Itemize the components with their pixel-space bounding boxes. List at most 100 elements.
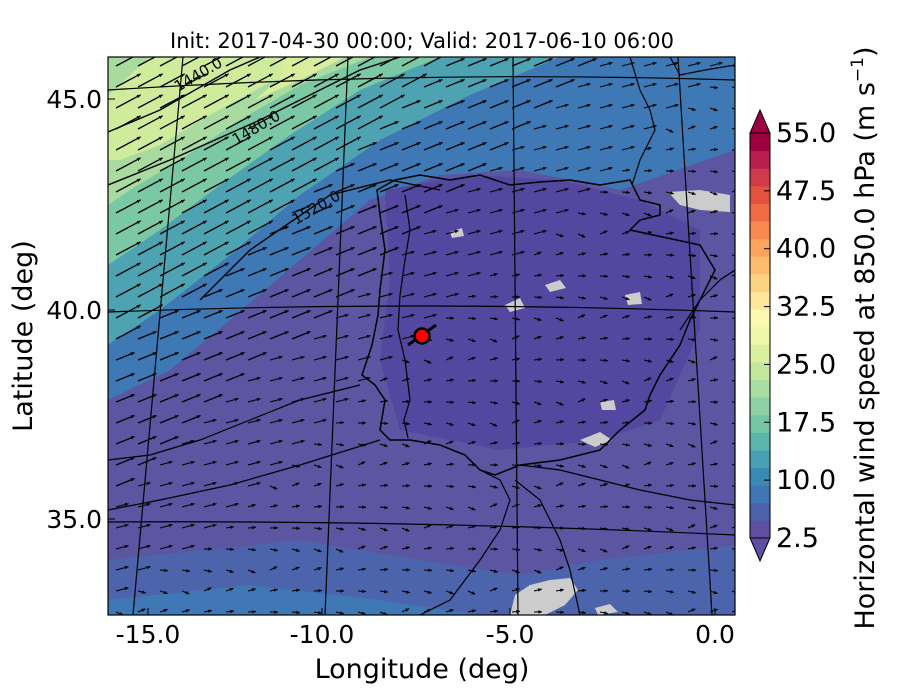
- wind-arrow-head: [256, 481, 261, 486]
- wind-arrow-head: [736, 525, 740, 528]
- wind-arrow-head: [202, 199, 207, 204]
- wind-arrow-head: [520, 208, 525, 213]
- wind-arrow-head: [224, 220, 229, 225]
- wind-arrow-head: [234, 439, 239, 444]
- wind-arrow-head: [515, 401, 520, 405]
- wind-arrow: [137, 178, 164, 193]
- wind-arrow-head: [582, 610, 586, 615]
- wind-arrow-head: [586, 145, 591, 150]
- wind-arrow-head: [538, 548, 542, 552]
- wind-arrow-head: [582, 504, 586, 509]
- y-tick-label: 40.0: [46, 296, 102, 325]
- wind-arrow-head: [130, 373, 135, 377]
- wind-arrow: [731, 442, 735, 445]
- wind-arrow-head: [256, 397, 261, 402]
- wind-arrow: [159, 115, 186, 130]
- wind-arrow-head: [136, 199, 141, 204]
- wind-arrow-head: [581, 464, 586, 468]
- wind-arrow-head: [268, 94, 273, 99]
- wind-arrow-head: [516, 379, 520, 383]
- colorbar-segment: [750, 309, 770, 328]
- wind-arrow: [731, 548, 735, 550]
- wind-arrow-head: [592, 58, 597, 62]
- wind-arrow-head: [405, 546, 410, 550]
- wind-arrow-head: [410, 313, 415, 318]
- wind-arrow-head: [196, 373, 201, 377]
- wind-arrow: [731, 107, 735, 110]
- wind-arrow-head: [268, 136, 273, 141]
- wind-arrow-head: [202, 157, 207, 162]
- wind-arrow-head: [669, 293, 674, 297]
- wind-arrow: [731, 464, 735, 466]
- wind-arrow-head: [428, 546, 432, 550]
- wind-arrow: [137, 94, 164, 109]
- wind-arrow-head: [394, 184, 399, 188]
- wind-arrow-head: [472, 547, 476, 551]
- wind-arrow-head: [713, 506, 718, 510]
- wind-arrow-head: [136, 241, 141, 246]
- wind-arrow-head: [476, 271, 481, 276]
- wind-arrow-head: [234, 418, 239, 423]
- wind-arrow-head: [714, 568, 718, 573]
- wind-arrow-head: [306, 310, 311, 314]
- wind-arrow-head: [559, 402, 564, 406]
- wind-arrow-head: [714, 400, 718, 404]
- wind-arrow-head: [669, 612, 674, 615]
- colorbar-segment: [750, 221, 770, 240]
- wind-arrow-head: [670, 253, 674, 257]
- wind-arrow-head: [180, 157, 185, 162]
- wind-arrow-head: [180, 199, 185, 204]
- wind-arrow: [225, 178, 252, 193]
- colorbar-segment: [750, 291, 770, 310]
- wind-arrow-head: [174, 394, 179, 398]
- wind-arrow-head: [278, 355, 283, 360]
- wind-arrow-head: [328, 310, 333, 314]
- wind-arrow-head: [559, 233, 564, 238]
- wind-arrow-head: [284, 268, 289, 272]
- wind-arrow-head: [136, 157, 141, 162]
- wind-arrow: [247, 115, 274, 130]
- graticule-lat-35: [108, 521, 735, 536]
- wind-arrow-head: [202, 73, 207, 78]
- iberia-coastline: [361, 174, 716, 476]
- wind-arrow-head: [498, 187, 503, 192]
- wind-arrow-head: [604, 504, 608, 509]
- wind-arrow-head: [537, 335, 542, 340]
- wind-arrow-head: [669, 359, 674, 363]
- wind-arrow-head: [669, 129, 674, 133]
- wind-arrow: [137, 136, 164, 151]
- wind-arrow: [137, 73, 164, 88]
- wind-arrow-head: [520, 145, 525, 150]
- wind-arrow-head: [158, 262, 163, 267]
- wind-arrow: [181, 199, 208, 214]
- wind-arrow-head: [312, 136, 317, 141]
- wind-arrow-head: [152, 415, 157, 419]
- wind-arrow-head: [256, 439, 261, 444]
- wind-arrow-head: [224, 115, 229, 120]
- wind-arrow-head: [691, 107, 696, 111]
- wind-arrow-head: [626, 336, 630, 341]
- wind-arrow-head: [471, 356, 476, 361]
- wind-arrow-head: [383, 545, 388, 550]
- wind-arrow-head: [290, 73, 295, 78]
- wind-arrow-head: [630, 124, 635, 129]
- wind-arrow: [159, 136, 186, 151]
- wind-arrow: [291, 136, 318, 151]
- wind-arrow-head: [603, 380, 608, 385]
- colorbar-segment: [750, 238, 770, 257]
- wind-arrow-head: [180, 136, 185, 141]
- wind-arrow-head: [438, 121, 443, 125]
- wind-arrow-head: [494, 316, 498, 321]
- wind-arrow-head: [538, 273, 542, 278]
- wind-arrow-head: [669, 275, 674, 279]
- wind-arrow-head: [136, 178, 141, 183]
- wind-arrow-head: [494, 294, 498, 299]
- wind-arrow-head: [670, 568, 674, 572]
- wind-arrow-head: [648, 567, 652, 572]
- france-coastline: [629, 57, 656, 186]
- colorbar-tick-label: 32.5: [776, 292, 836, 323]
- wind-arrow-head: [416, 205, 421, 209]
- wind-arrow-head: [366, 313, 371, 318]
- wind-arrow: [225, 73, 252, 88]
- wind-arrow-head: [394, 142, 399, 146]
